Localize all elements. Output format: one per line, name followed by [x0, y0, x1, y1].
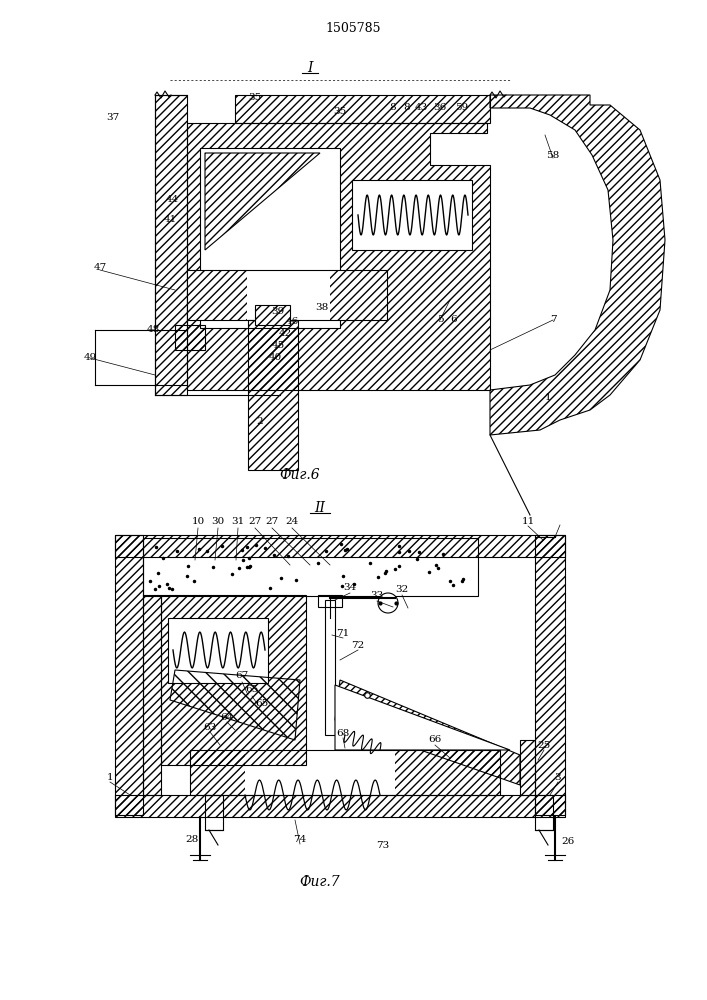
Bar: [248, 320, 298, 470]
Text: 25: 25: [537, 742, 551, 750]
Polygon shape: [205, 153, 320, 250]
Text: 39: 39: [271, 308, 285, 316]
Text: 37: 37: [106, 113, 119, 122]
Bar: [235, 95, 490, 123]
Text: 49: 49: [83, 354, 97, 362]
Text: 63: 63: [204, 724, 216, 732]
Text: 28: 28: [185, 836, 199, 844]
Text: 7: 7: [549, 316, 556, 324]
Bar: [255, 305, 290, 325]
Text: 6: 6: [450, 316, 457, 324]
Text: 1505785: 1505785: [325, 21, 381, 34]
Text: 31: 31: [231, 518, 245, 526]
Text: 74: 74: [293, 836, 307, 844]
Bar: [318, 595, 342, 607]
Bar: [143, 595, 161, 795]
Bar: [190, 750, 245, 795]
Text: 34: 34: [344, 584, 356, 592]
Text: 71: 71: [337, 629, 350, 638]
Text: 40: 40: [269, 354, 281, 362]
Text: 45: 45: [271, 342, 285, 351]
Text: 43: 43: [414, 104, 428, 112]
Text: 27: 27: [265, 518, 279, 526]
Bar: [143, 538, 478, 596]
Text: 27: 27: [248, 518, 262, 526]
Bar: [187, 270, 387, 320]
Text: 44: 44: [165, 196, 179, 205]
Bar: [161, 595, 306, 765]
Bar: [535, 795, 553, 830]
Text: 10: 10: [192, 518, 204, 526]
Text: 3: 3: [555, 774, 561, 782]
Bar: [325, 600, 335, 735]
Text: 58: 58: [547, 150, 560, 159]
Text: 65: 65: [255, 700, 269, 708]
Text: Фиг.7: Фиг.7: [300, 875, 340, 889]
Text: 67: 67: [235, 672, 249, 680]
Text: 64: 64: [221, 714, 233, 722]
Text: Фиг.6: Фиг.6: [280, 468, 320, 482]
Text: 8: 8: [390, 104, 397, 112]
Text: 46: 46: [286, 318, 298, 326]
Text: 32: 32: [395, 585, 409, 594]
Bar: [255, 305, 290, 325]
Text: II: II: [315, 501, 325, 515]
Bar: [205, 795, 223, 830]
Bar: [175, 325, 205, 350]
Text: 41: 41: [163, 216, 177, 225]
Text: 59: 59: [455, 104, 469, 112]
Bar: [520, 740, 535, 795]
Bar: [115, 535, 143, 815]
Text: 35: 35: [334, 107, 346, 116]
Bar: [395, 750, 500, 795]
Polygon shape: [335, 685, 510, 750]
Text: 66: 66: [428, 736, 442, 744]
Text: 30: 30: [211, 518, 225, 526]
Text: 42: 42: [279, 330, 291, 338]
Text: I: I: [308, 61, 312, 75]
Bar: [535, 535, 565, 815]
Text: 5: 5: [437, 316, 443, 324]
Text: 48: 48: [146, 326, 160, 334]
Text: 2: 2: [257, 418, 263, 426]
Text: 26: 26: [561, 838, 575, 846]
Text: 36: 36: [433, 104, 447, 112]
Bar: [187, 270, 247, 320]
Text: 8: 8: [404, 104, 410, 112]
Text: 1: 1: [544, 393, 551, 402]
Text: 1: 1: [107, 774, 113, 782]
Bar: [190, 750, 500, 795]
Bar: [168, 618, 268, 683]
Bar: [115, 795, 565, 817]
Circle shape: [378, 593, 398, 613]
Text: 24: 24: [286, 518, 298, 526]
Text: 38: 38: [315, 304, 329, 312]
Text: 11: 11: [521, 516, 534, 526]
Bar: [200, 148, 340, 328]
Text: 33: 33: [370, 591, 384, 600]
Bar: [352, 180, 472, 250]
Bar: [115, 535, 565, 557]
Text: 68: 68: [337, 728, 350, 738]
Text: 72: 72: [351, 641, 365, 650]
Text: 65: 65: [245, 686, 259, 694]
Text: 35: 35: [248, 94, 262, 103]
Bar: [330, 270, 387, 320]
Text: 73: 73: [376, 842, 390, 850]
Bar: [155, 95, 187, 395]
Text: 47: 47: [93, 263, 107, 272]
